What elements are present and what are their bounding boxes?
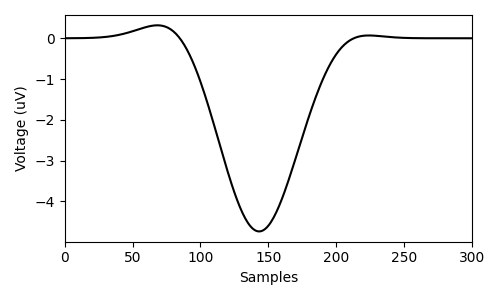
Y-axis label: Voltage (uV): Voltage (uV) xyxy=(15,85,29,171)
X-axis label: Samples: Samples xyxy=(238,271,298,285)
